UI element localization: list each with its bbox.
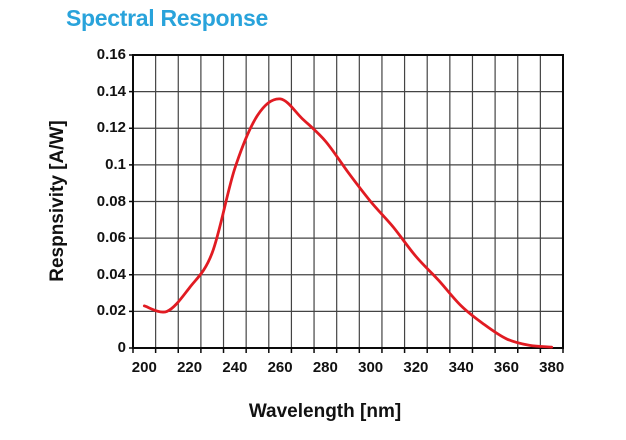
x-tick-label: 360 xyxy=(493,359,519,376)
x-tick-label: 220 xyxy=(177,359,203,376)
grid-lines xyxy=(133,55,563,348)
y-tick-label: 0 xyxy=(117,339,126,356)
x-tick-label: 340 xyxy=(448,359,474,376)
axis-ticks xyxy=(129,54,564,353)
x-tick-label: 300 xyxy=(358,359,384,376)
y-tick-label: 0.1 xyxy=(105,155,126,173)
y-tick-label: 0.02 xyxy=(96,302,126,320)
response-curve xyxy=(142,97,554,349)
x-tick-label: 380 xyxy=(539,359,565,376)
x-tick-label: 320 xyxy=(403,359,429,376)
x-tick-label: 200 xyxy=(131,359,157,376)
y-tick-label: 0.12 xyxy=(96,119,126,137)
chart-title: Spectral Response xyxy=(66,5,268,31)
y-tick-label: 0.16 xyxy=(96,46,126,63)
y-tick-label: 0.06 xyxy=(96,229,126,247)
x-tick-label: 260 xyxy=(267,359,293,376)
plot-border xyxy=(132,54,564,349)
x-tick-label: 240 xyxy=(222,359,248,376)
x-axis-title: Wavelength [nm] xyxy=(248,401,402,422)
y-tick-label: 0.08 xyxy=(96,192,126,210)
x-tick-label: 280 xyxy=(312,359,338,376)
y-tick-label: 0.14 xyxy=(96,82,126,100)
y-tick-label: 0.04 xyxy=(96,265,126,283)
